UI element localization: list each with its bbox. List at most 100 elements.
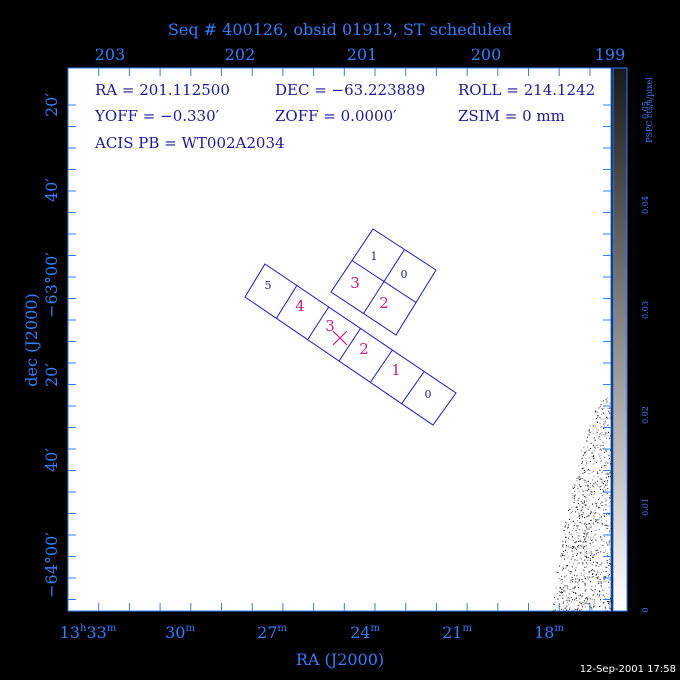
speckle [562, 555, 564, 556]
speckle [592, 432, 594, 434]
speckle [586, 533, 588, 534]
speckle [597, 480, 599, 482]
speckle [591, 512, 593, 514]
speckle [605, 473, 607, 475]
speckle [587, 532, 589, 534]
speckle [574, 559, 576, 561]
speckle [599, 497, 600, 499]
speckle [595, 530, 597, 531]
speckle [576, 506, 578, 508]
speckle [610, 443, 612, 445]
superscript: m [370, 623, 380, 634]
speckle [608, 563, 610, 564]
speckle [604, 571, 606, 573]
speckle [564, 576, 566, 578]
speckle [573, 495, 575, 497]
speckle [571, 550, 573, 552]
speckle [596, 562, 598, 563]
speckle [600, 445, 602, 447]
speckle [573, 574, 575, 576]
speckle [576, 582, 578, 584]
colorbar-axis: 0 0.01 0.02 0.03 0.04 0.05 [641, 101, 650, 612]
colorbar-title: PSPC cts/s/pixel [645, 77, 654, 143]
speckle [609, 418, 611, 420]
speckle [592, 479, 593, 481]
speckle [589, 576, 591, 578]
speckle [599, 547, 601, 549]
speckle [591, 553, 592, 555]
speckle [599, 594, 601, 596]
speckle [554, 597, 556, 599]
speckle [595, 533, 597, 535]
speckle [577, 609, 578, 611]
speckle [594, 571, 596, 573]
speckle [584, 481, 586, 483]
speckle [599, 564, 601, 565]
speckle [580, 540, 582, 542]
speckle [574, 608, 576, 610]
speckle [580, 557, 582, 559]
speckle [591, 574, 593, 575]
speckle [579, 540, 581, 542]
speckle [590, 524, 592, 526]
speckle [604, 432, 606, 434]
speckle [601, 478, 603, 480]
speckle [562, 569, 564, 571]
speckle [600, 516, 602, 518]
speckle [578, 604, 580, 606]
speckle [584, 551, 586, 553]
speckle [590, 442, 592, 444]
speckle [569, 608, 571, 610]
speckle [601, 466, 603, 468]
speckle [601, 481, 603, 483]
speckle [591, 491, 593, 493]
speckle [607, 525, 609, 527]
speckle [581, 461, 583, 463]
speckle [577, 488, 579, 490]
speckle [562, 594, 564, 596]
top-axis: 203 202 201 200 199 [95, 45, 626, 64]
speckle [609, 601, 611, 603]
speckle [577, 520, 579, 522]
speckle [571, 533, 572, 535]
speckle [605, 489, 606, 491]
speckle [610, 570, 611, 572]
speckle [564, 525, 566, 527]
colorbar-tick-label: 0.05 [641, 101, 650, 119]
speckle [609, 495, 611, 497]
speckle [596, 573, 598, 575]
speckle [584, 451, 586, 453]
speckle [574, 522, 576, 524]
speckle [592, 541, 594, 543]
speckle [593, 554, 595, 556]
speckle [600, 414, 602, 416]
speckle [610, 470, 612, 472]
speckle [565, 536, 566, 538]
speckle [581, 546, 583, 548]
speckle [597, 563, 599, 565]
speckle [575, 578, 577, 580]
speckle [588, 488, 590, 490]
speckle [572, 579, 574, 580]
speckle [602, 544, 604, 546]
chip-label: 4 [295, 297, 305, 315]
speckle [582, 602, 584, 603]
speckle [584, 504, 586, 506]
speckle [573, 545, 575, 547]
speckle [603, 551, 605, 553]
speckle [590, 588, 592, 590]
speckle [609, 606, 610, 608]
speckle [595, 447, 597, 449]
speckle [584, 536, 586, 537]
speckle [599, 488, 601, 490]
speckle [587, 528, 589, 530]
speckle [610, 463, 612, 465]
speckle [582, 512, 584, 514]
speckle [605, 580, 607, 582]
speckle [582, 506, 584, 508]
speckle [579, 479, 581, 481]
speckle [584, 538, 586, 540]
speckle [579, 477, 581, 479]
speckle [602, 522, 604, 524]
speckle [565, 542, 566, 543]
